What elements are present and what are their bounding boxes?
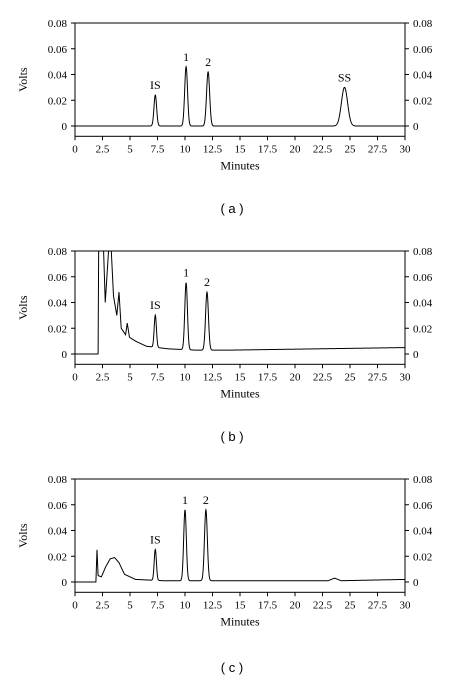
chromatogram-trace xyxy=(75,251,405,355)
y-tick-label-left: 0.08 xyxy=(48,18,68,30)
x-tick-label: 15 xyxy=(235,371,247,383)
x-tick-label: 0 xyxy=(72,143,78,155)
x-tick-label: 22.5 xyxy=(313,143,333,155)
x-tick-label: 10 xyxy=(180,599,192,611)
y-tick-label-right: 0 xyxy=(413,121,419,133)
x-tick-label: 5 xyxy=(127,371,133,383)
peak-label: SS xyxy=(338,70,351,84)
chromatogram-trace xyxy=(75,507,405,583)
x-tick-label: 27.5 xyxy=(368,599,388,611)
y-tick-label-right: 0.08 xyxy=(413,246,433,258)
x-tick-label: 30 xyxy=(400,599,412,611)
panel-label: ( c ) xyxy=(221,660,243,675)
x-axis-title: Minutes xyxy=(220,158,260,172)
x-tick-label: 12.5 xyxy=(203,599,223,611)
x-tick-label: 7.5 xyxy=(151,371,165,383)
y-tick-label-left: 0.06 xyxy=(48,44,68,56)
y-tick-label-right: 0.08 xyxy=(413,18,433,30)
y-tick-label-right: 0.06 xyxy=(413,272,433,284)
plot-frame xyxy=(74,22,406,137)
plot-frame xyxy=(74,250,406,365)
plot-frame xyxy=(74,478,406,593)
y-axis-title: Volts xyxy=(16,295,30,320)
x-tick-label: 7.5 xyxy=(151,143,165,155)
chart-panel-2: 0 2.5 5 7.5 10 12.5 15 17.5 20 22.5 25 27.5 300 00.02… xyxy=(16,246,433,444)
x-tick-label: 0 xyxy=(72,371,78,383)
peak-label: IS xyxy=(150,78,161,92)
y-tick-label-right: 0.02 xyxy=(413,551,432,563)
y-tick-label-left: 0 xyxy=(62,121,68,133)
y-tick-label-left: 0.06 xyxy=(48,500,68,512)
y-tick-label-left: 0.08 xyxy=(48,474,68,486)
x-tick-label: 20 xyxy=(290,143,302,155)
x-tick-label: 15 xyxy=(235,143,247,155)
x-tick-label: 17.5 xyxy=(258,143,278,155)
y-tick-label-left: 0.06 xyxy=(48,272,68,284)
x-tick-label: 12.5 xyxy=(203,371,223,383)
y-tick-label-left: 0.04 xyxy=(48,526,68,538)
x-tick-label: 2.5 xyxy=(96,143,110,155)
x-tick-label: 12.5 xyxy=(203,143,223,155)
x-tick-label: 5 xyxy=(127,599,133,611)
peak-label: 1 xyxy=(182,493,188,507)
x-tick-label: 20 xyxy=(290,599,302,611)
x-axis-title: Minutes xyxy=(220,386,260,400)
peak-label: 2 xyxy=(203,493,209,507)
y-tick-label-right: 0.08 xyxy=(413,474,433,486)
x-tick-label: 30 xyxy=(400,371,412,383)
x-axis-title: Minutes xyxy=(220,614,260,628)
peak-label: 2 xyxy=(205,55,211,69)
peak-label: 1 xyxy=(183,50,189,64)
panel-label: ( a ) xyxy=(220,201,243,216)
x-tick-label: 27.5 xyxy=(368,143,388,155)
y-tick-label-left: 0.04 xyxy=(48,70,68,82)
x-tick-label: 15 xyxy=(235,599,247,611)
y-axis-title: Volts xyxy=(16,523,30,548)
x-tick-label: 17.5 xyxy=(258,599,278,611)
peak-label: IS xyxy=(150,298,161,312)
x-tick-label: 7.5 xyxy=(151,599,165,611)
x-tick-label: 22.5 xyxy=(313,371,333,383)
y-tick-label-right: 0.04 xyxy=(413,70,433,82)
x-tick-label: 10 xyxy=(180,371,192,383)
x-tick-label: 10 xyxy=(180,143,192,155)
peak-label: 2 xyxy=(204,275,210,289)
x-tick-label: 0 xyxy=(72,599,78,611)
chart-panel-3: 0 2.5 5 7.5 10 12.5 15 17.5 20 22.5 25 27.5 300 00.02… xyxy=(16,474,433,675)
chromatogram-trace xyxy=(75,65,405,127)
y-tick-label-left: 0.02 xyxy=(48,95,67,107)
y-tick-label-right: 0 xyxy=(413,349,419,361)
x-tick-label: 25 xyxy=(345,599,357,611)
y-tick-label-left: 0.02 xyxy=(48,323,67,335)
y-tick-label-left: 0.08 xyxy=(48,246,68,258)
x-tick-label: 22.5 xyxy=(313,599,333,611)
y-tick-label-right: 0 xyxy=(413,577,419,589)
peak-label: IS xyxy=(150,532,161,546)
y-axis-title: Volts xyxy=(16,67,30,92)
x-tick-label: 27.5 xyxy=(368,371,388,383)
chart-panel-1: 0 2.5 5 7.5 10 12.5 15 17.5 20 22.5 25 27.5 300 00.02… xyxy=(16,18,433,216)
y-tick-label-left: 0 xyxy=(62,577,68,589)
y-tick-label-left: 0.04 xyxy=(48,298,68,310)
x-tick-label: 5 xyxy=(127,143,133,155)
y-tick-label-right: 0.04 xyxy=(413,298,433,310)
y-tick-label-right: 0.06 xyxy=(413,44,433,56)
panel-label: ( b ) xyxy=(220,429,243,444)
y-tick-label-right: 0.02 xyxy=(413,95,432,107)
y-tick-label-left: 0.02 xyxy=(48,551,67,563)
x-tick-label: 2.5 xyxy=(96,371,110,383)
y-tick-label-right: 0.04 xyxy=(413,526,433,538)
x-tick-label: 2.5 xyxy=(96,599,110,611)
x-tick-label: 25 xyxy=(345,371,357,383)
y-tick-label-right: 0.06 xyxy=(413,500,433,512)
x-tick-label: 25 xyxy=(345,143,357,155)
peak-label: 1 xyxy=(183,266,189,280)
x-tick-label: 20 xyxy=(290,371,302,383)
x-tick-label: 30 xyxy=(400,143,412,155)
y-tick-label-left: 0 xyxy=(62,349,68,361)
y-tick-label-right: 0.02 xyxy=(413,323,432,335)
x-tick-label: 17.5 xyxy=(258,371,278,383)
